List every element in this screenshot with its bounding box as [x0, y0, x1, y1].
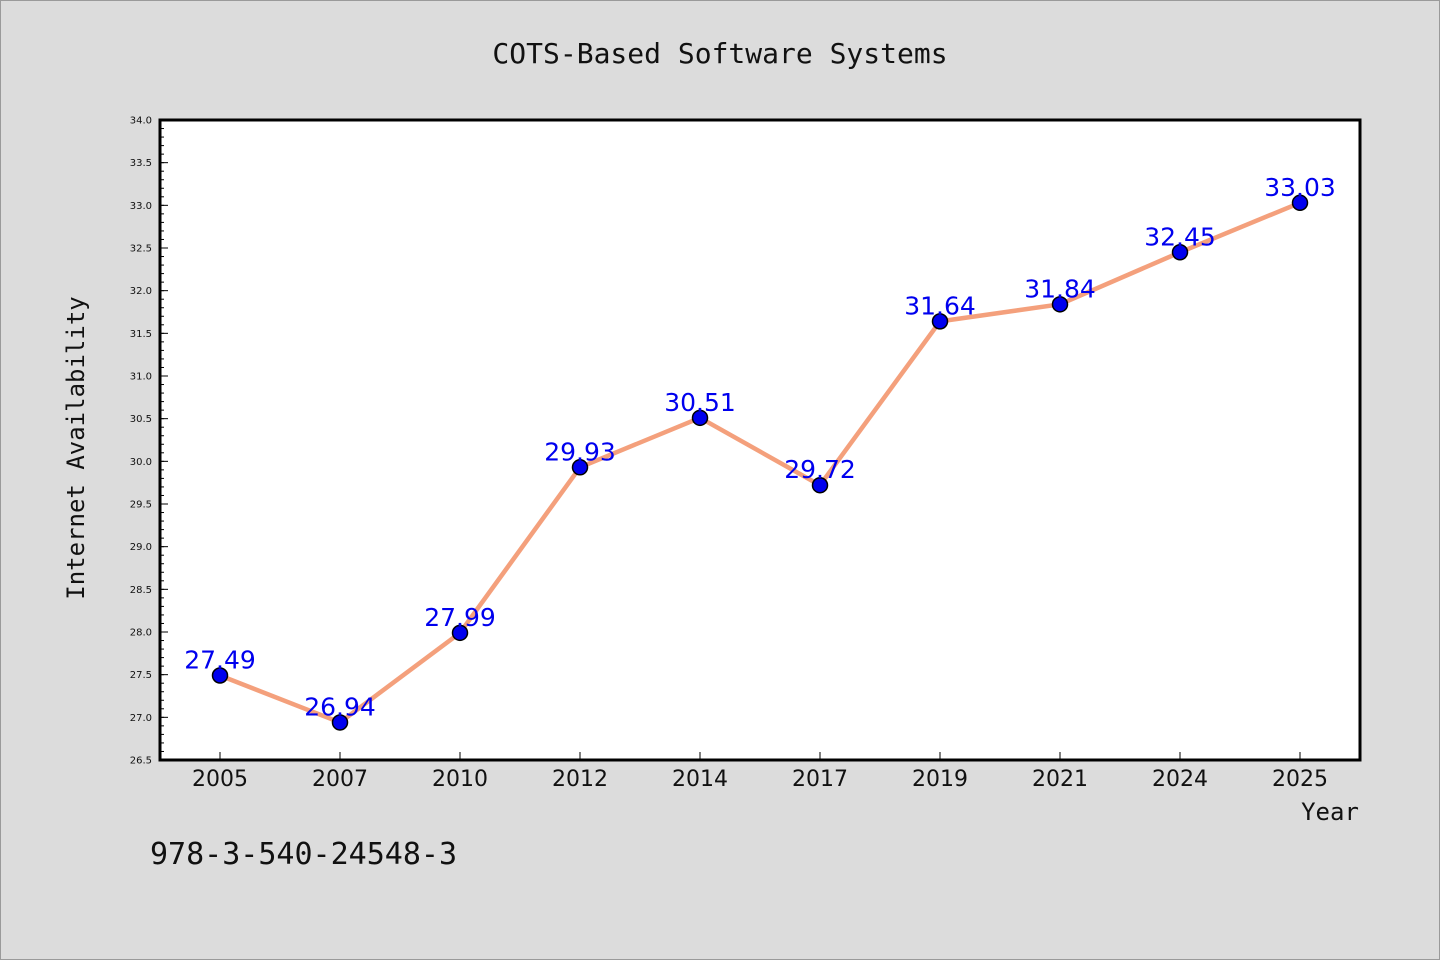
y-tick-label: 31.5	[130, 329, 152, 340]
data-label: 33.03	[1264, 173, 1336, 202]
y-axis: 26.5 27.0 27.5 28.0 28.5 29.0 29.5 30.0 30.5 31.0…	[130, 116, 168, 767]
isbn-footnote: 978-3-540-24548-3	[150, 837, 457, 872]
y-tick-label: 32.0	[130, 286, 152, 297]
x-axis-label: Year	[1301, 798, 1359, 826]
data-point	[691, 409, 709, 427]
data-label: 29.72	[784, 455, 856, 484]
x-tick-label: 2005	[192, 767, 248, 792]
y-axis-label: Internet Availability	[62, 296, 90, 599]
series-layer	[211, 194, 1309, 731]
data-point	[571, 459, 589, 476]
data-point	[1051, 296, 1069, 313]
data-labels-layer: 27.49 26.94 27.99 29.93 30.51 29.72 31.64 31.84…	[184, 173, 1336, 722]
data-label: 30.51	[664, 388, 736, 417]
x-axis: 2005 2007 2010 2012 2014 2017 2019 2021 2024 2025	[192, 752, 1328, 792]
chart-title: COTS-Based Software Systems	[492, 37, 947, 70]
x-tick-label: 2012	[552, 767, 608, 792]
x-tick-label: 2017	[792, 767, 848, 792]
y-tick-label: 27.0	[130, 713, 152, 724]
y-tick-label: 28.0	[130, 628, 152, 639]
series-line	[219, 200, 1301, 725]
data-label: 26.94	[304, 692, 376, 721]
y-tick-label: 26.5	[130, 756, 152, 767]
y-tick-label: 29.0	[130, 542, 152, 553]
y-tick-label: 29.5	[130, 500, 152, 511]
data-point	[931, 313, 949, 330]
data-point	[1291, 194, 1309, 212]
y-tick-label: 32.5	[130, 244, 152, 255]
y-tick-label: 30.5	[130, 414, 152, 425]
data-label: 32.45	[1144, 222, 1216, 251]
data-point	[1171, 244, 1189, 261]
data-point	[211, 667, 229, 684]
y-tick-label: 33.0	[130, 201, 152, 212]
x-tick-label: 2007	[312, 767, 368, 792]
x-tick-label: 2025	[1272, 767, 1328, 792]
x-tick-label: 2014	[672, 767, 728, 792]
data-label: 27.49	[184, 646, 256, 675]
x-tick-label: 2010	[432, 767, 488, 792]
x-tick-label: 2024	[1152, 767, 1208, 792]
x-tick-label: 2021	[1032, 767, 1088, 792]
x-tick-label: 2019	[912, 767, 968, 792]
data-label: 31.64	[904, 291, 976, 320]
data-label: 27.99	[424, 603, 496, 632]
y-tick-label: 34.0	[130, 116, 152, 127]
y-tick-label: 27.5	[130, 670, 152, 681]
y-tick-label: 28.5	[130, 585, 152, 596]
y-tick-label: 31.0	[130, 372, 152, 383]
y-tick-label: 33.5	[130, 158, 152, 169]
plot-area	[158, 118, 1362, 762]
data-point	[451, 624, 469, 642]
data-label: 29.93	[544, 437, 616, 466]
data-label: 31.84	[1024, 274, 1096, 303]
data-point	[331, 714, 349, 731]
y-tick-label: 30.0	[130, 457, 152, 468]
data-point	[811, 476, 829, 494]
